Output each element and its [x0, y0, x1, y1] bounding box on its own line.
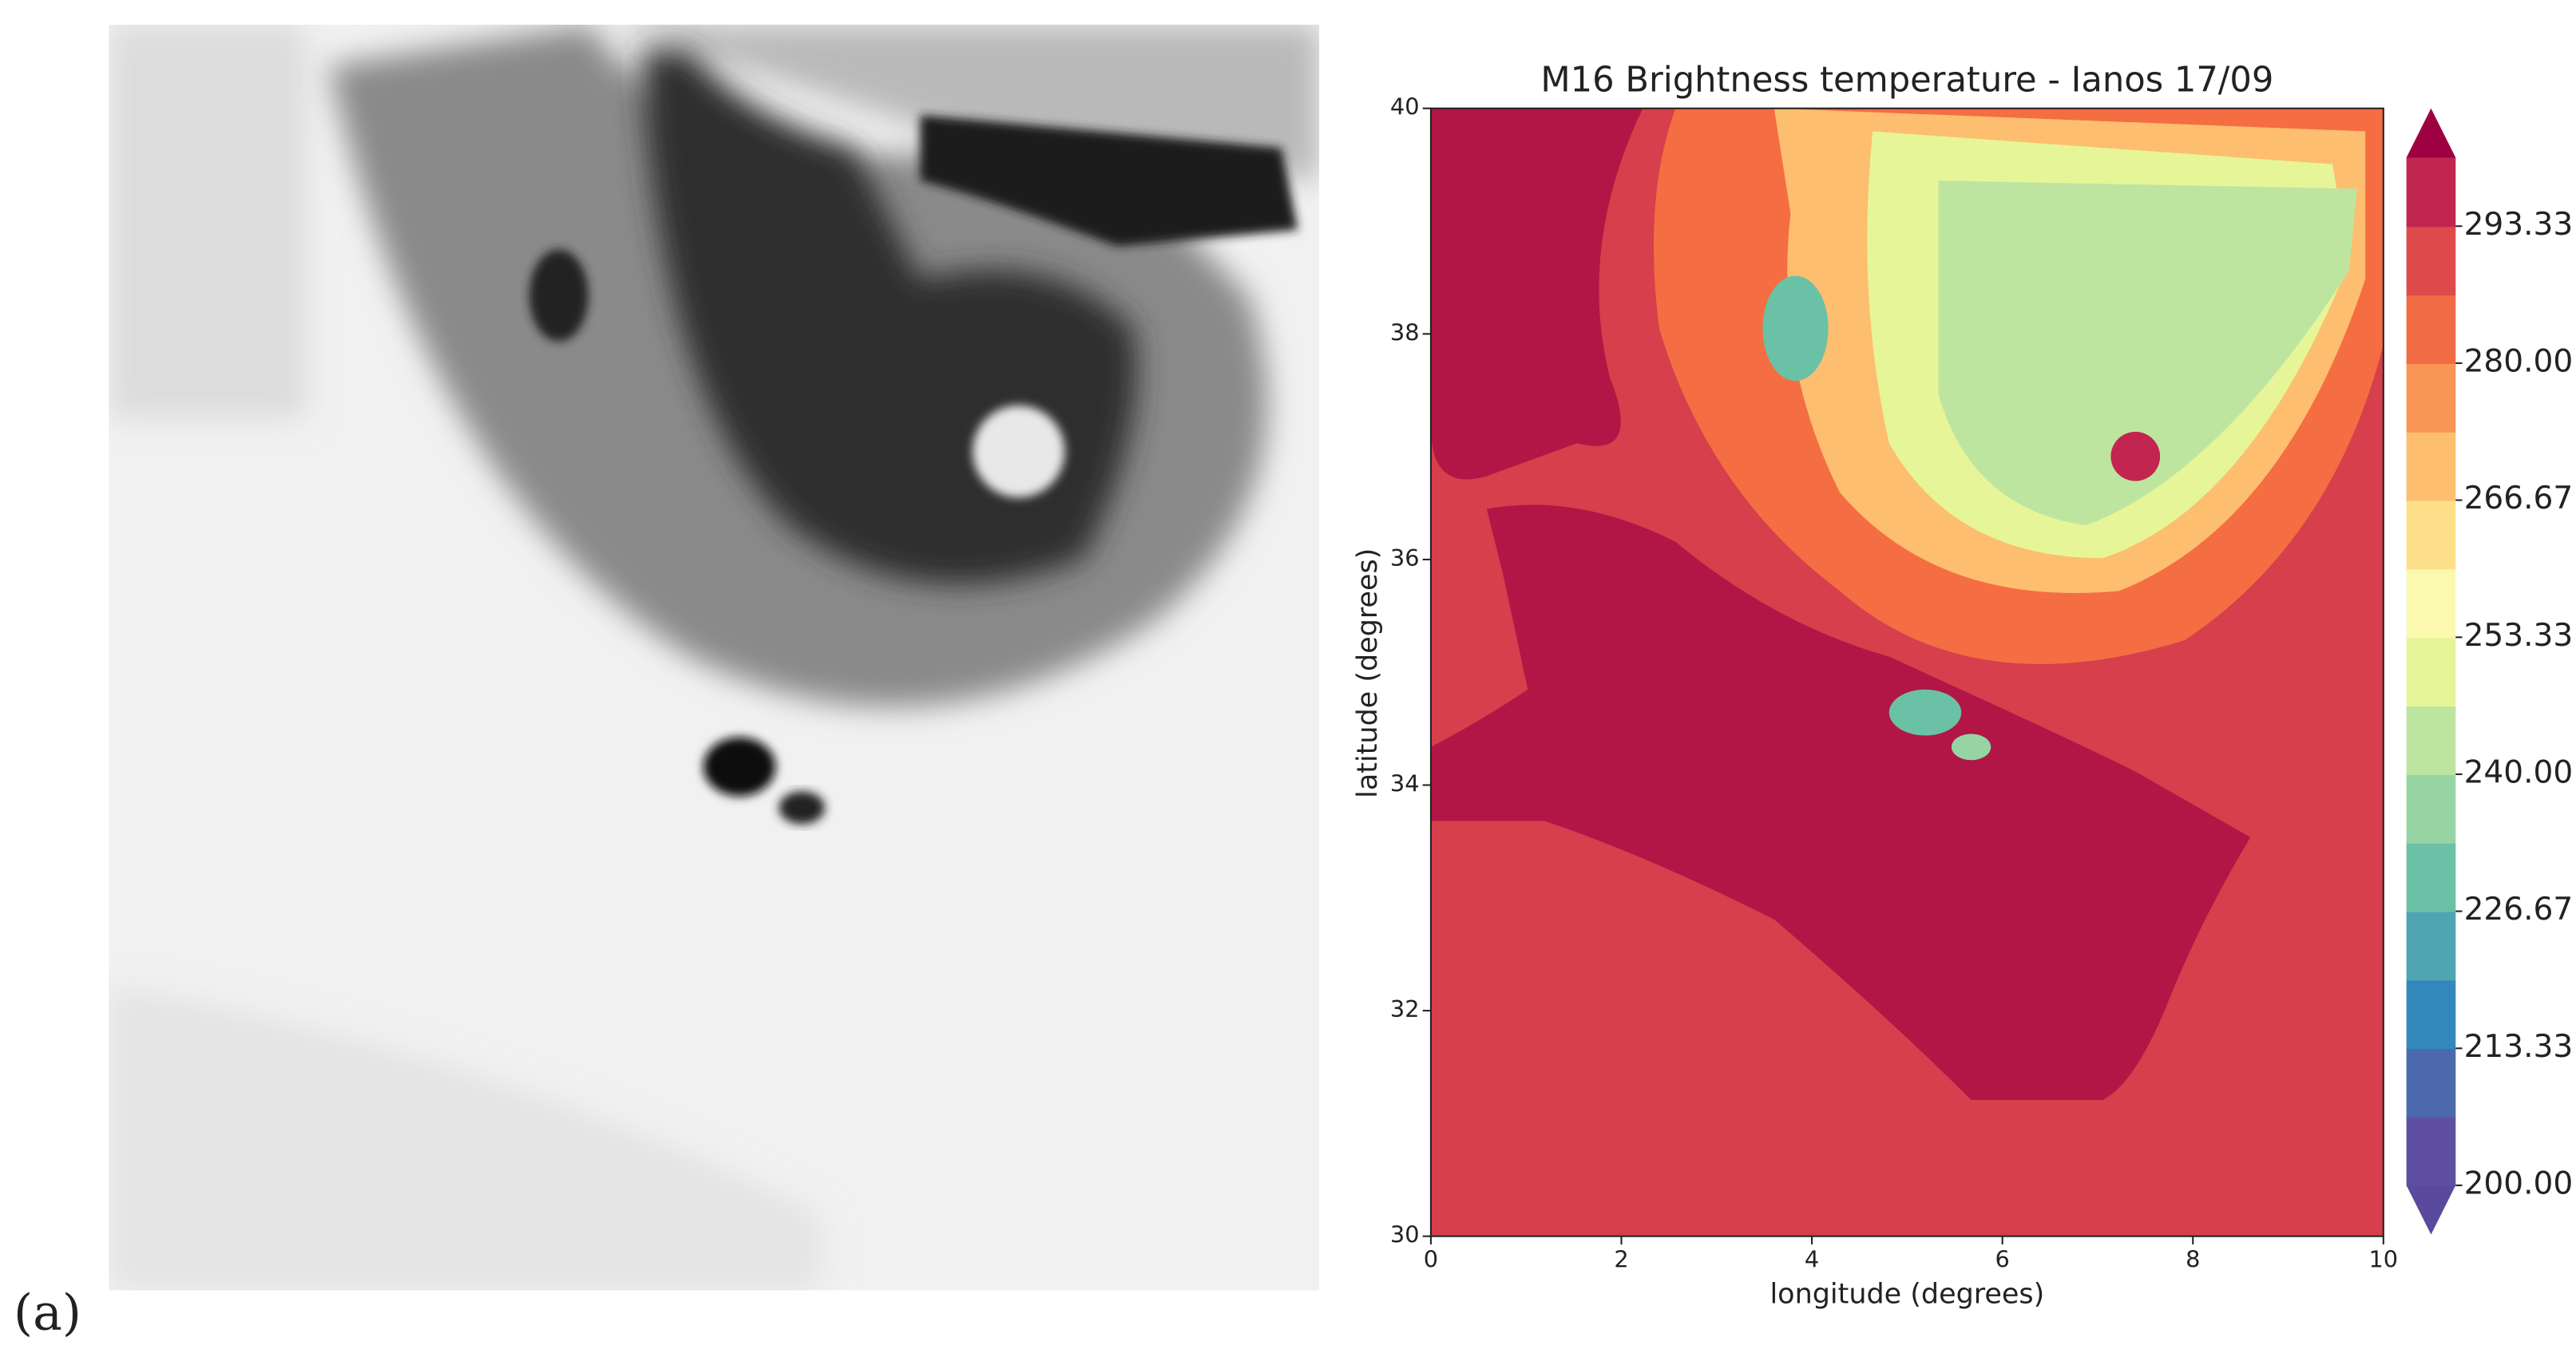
colorbar-band — [2406, 295, 2456, 364]
y-axis-label: latitude (degrees) — [1352, 548, 1384, 798]
colorbar-tick-label: 213.33 — [2464, 1029, 2574, 1065]
colorbar-tick-label: 226.67 — [2464, 892, 2574, 928]
colorbar-band — [2406, 911, 2456, 981]
colorbar-tick-label: 280.00 — [2464, 343, 2574, 379]
plot-frame — [1429, 107, 2384, 1237]
colorbar-band — [2406, 1117, 2456, 1186]
colorbar-band — [2406, 157, 2456, 227]
chart-title: M16 Brightness temperature - Ianos 17/09 — [1540, 60, 2273, 100]
colorbar-extend-low — [2406, 1185, 2456, 1235]
colorbar-tick-label: 266.67 — [2464, 481, 2574, 516]
colorbar-extend-high — [2406, 108, 2456, 158]
satellite-image — [109, 24, 1320, 1291]
y-tick-label: 34 — [1390, 770, 1420, 797]
colorbar-tick-label: 293.33 — [2464, 207, 2574, 243]
y-tick-label: 40 — [1390, 93, 1420, 121]
y-tick-label: 38 — [1390, 318, 1420, 346]
colorbar-tick-label: 253.33 — [2464, 618, 2574, 654]
temperature-field — [1430, 108, 2384, 1236]
colorbar-band — [2406, 226, 2456, 296]
y-tick-label: 30 — [1390, 1221, 1420, 1248]
colorbar-band — [2406, 568, 2456, 639]
x-tick-label: 8 — [2186, 1246, 2200, 1273]
x-tick-label: 6 — [1995, 1246, 2010, 1273]
y-tick-label: 36 — [1390, 544, 1420, 572]
x-axis-label: longitude (degrees) — [1770, 1279, 2044, 1311]
x-tick-label: 4 — [1805, 1246, 1819, 1273]
colorbar-band — [2406, 842, 2456, 912]
x-tick-label: 10 — [2369, 1246, 2399, 1273]
colorbar-band — [2406, 637, 2456, 707]
panel-label: (a) — [14, 1284, 81, 1342]
colorbar-band — [2406, 773, 2456, 844]
colorbar-band — [2406, 706, 2456, 775]
colorbar-band — [2406, 362, 2456, 433]
x-tick-label: 0 — [1424, 1246, 1438, 1273]
colorbar-band — [2406, 431, 2456, 501]
x-tick-label: 2 — [1614, 1246, 1628, 1273]
colorbar-band — [2406, 979, 2456, 1050]
y-tick-label: 32 — [1390, 995, 1420, 1023]
colorbar-tick-label: 200.00 — [2464, 1165, 2574, 1201]
colorbar-band — [2406, 1048, 2456, 1118]
colorbar-band — [2406, 500, 2456, 570]
colorbar-tick-label: 240.00 — [2464, 754, 2574, 790]
